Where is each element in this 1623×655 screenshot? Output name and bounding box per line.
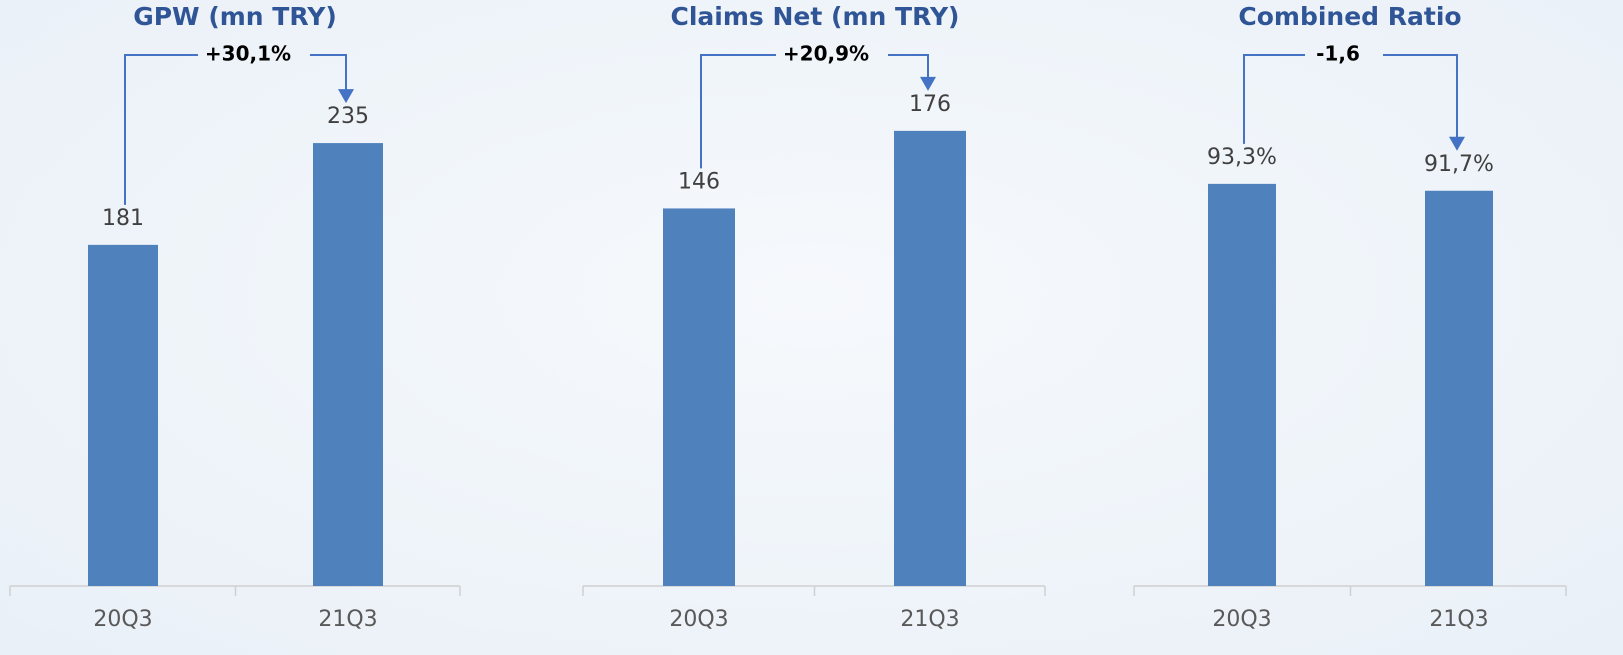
data-label: 235 xyxy=(327,104,369,129)
data-label: 93,3% xyxy=(1207,145,1277,170)
chart-title: Combined Ratio xyxy=(1238,2,1461,31)
bracket-line xyxy=(888,54,929,79)
bracket-line xyxy=(1243,54,1305,144)
bar xyxy=(894,130,966,586)
x-tick-label: 20Q3 xyxy=(1212,607,1271,632)
bar xyxy=(88,244,158,586)
x-tick-label: 21Q3 xyxy=(1429,607,1488,632)
arrow-head xyxy=(920,76,936,91)
chart-title: Claims Net (mn TRY) xyxy=(671,2,960,31)
change-annotation: +30,1% xyxy=(205,42,291,66)
change-annotation: -1,6 xyxy=(1316,42,1360,66)
data-label: 146 xyxy=(678,169,720,194)
x-tick-label: 21Q3 xyxy=(318,607,377,632)
data-label: 181 xyxy=(102,206,144,231)
bar xyxy=(313,143,383,586)
arrow-head xyxy=(338,89,354,104)
bar xyxy=(1208,183,1276,587)
arrow-head xyxy=(1449,136,1465,151)
change-annotation: +20,9% xyxy=(783,42,869,66)
bracket-line xyxy=(124,54,198,205)
x-tick-label: 20Q3 xyxy=(669,607,728,632)
x-tick-label: 20Q3 xyxy=(93,607,152,632)
chart-title: GPW (mn TRY) xyxy=(133,2,337,31)
x-tick-label: 21Q3 xyxy=(900,607,959,632)
bracket-line xyxy=(1383,54,1458,139)
bar xyxy=(1425,190,1493,587)
bracket-line xyxy=(700,54,776,169)
data-label: 91,7% xyxy=(1424,152,1494,177)
data-label: 176 xyxy=(909,92,951,117)
bracket-line xyxy=(310,54,347,92)
bar xyxy=(663,208,735,587)
